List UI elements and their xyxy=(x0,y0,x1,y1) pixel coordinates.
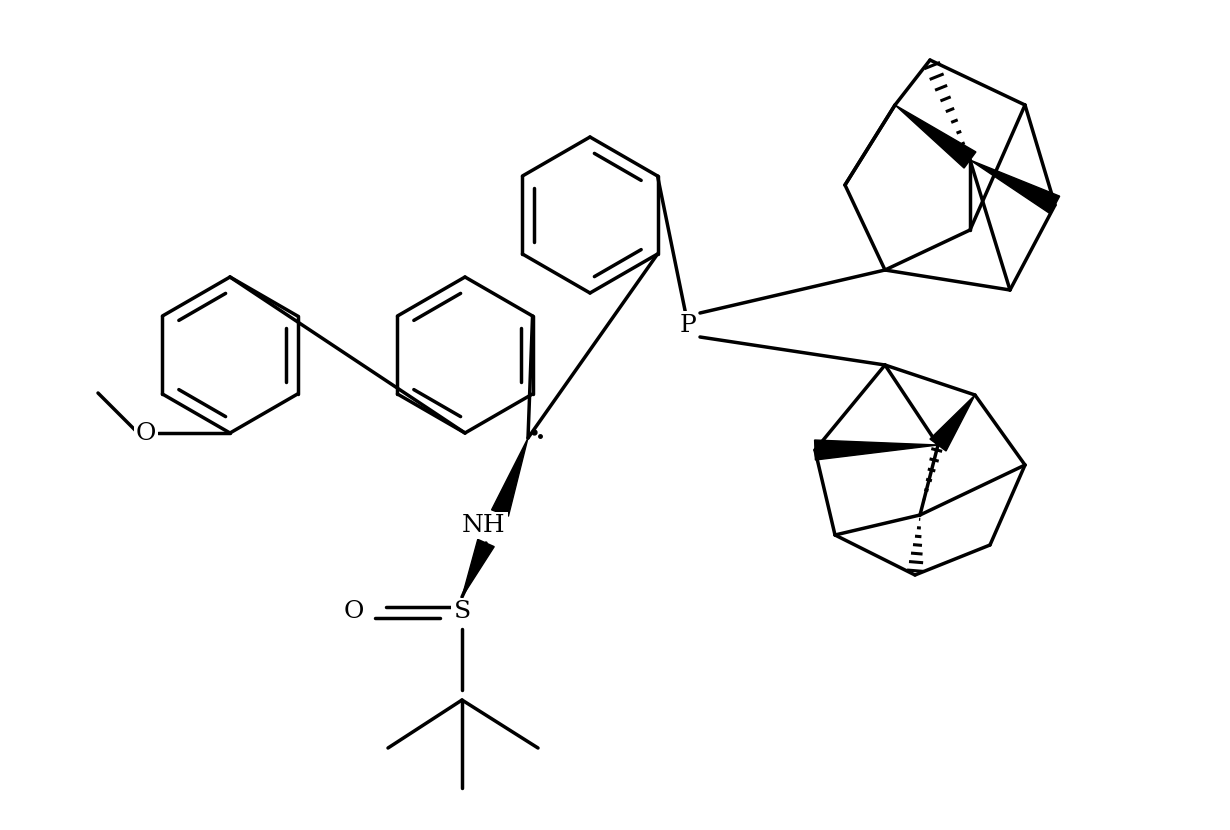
Text: P: P xyxy=(680,314,696,336)
Polygon shape xyxy=(970,160,1060,214)
Text: NH: NH xyxy=(462,514,506,536)
Polygon shape xyxy=(814,440,938,460)
Polygon shape xyxy=(930,395,975,451)
Polygon shape xyxy=(462,540,494,597)
Text: S: S xyxy=(454,600,471,623)
Text: O: O xyxy=(135,422,156,445)
Text: O: O xyxy=(344,600,364,623)
Polygon shape xyxy=(895,105,975,168)
Polygon shape xyxy=(492,438,528,516)
